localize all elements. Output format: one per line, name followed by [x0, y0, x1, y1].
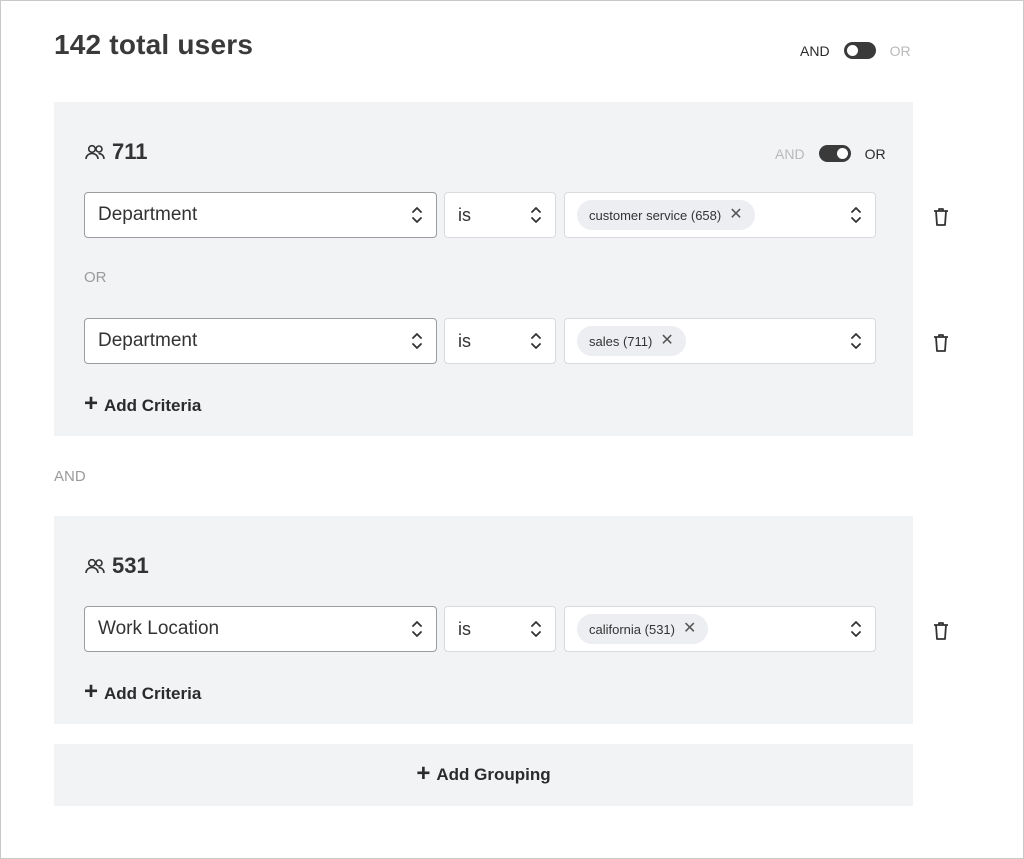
- toggle-and-label: AND: [775, 145, 805, 162]
- chevron-up-down-icon: [531, 207, 541, 223]
- operator-select[interactable]: is: [444, 606, 556, 652]
- field-select-value: Department: [98, 330, 198, 351]
- close-icon[interactable]: ✕: [683, 620, 697, 637]
- and-or-switch[interactable]: [818, 145, 851, 162]
- criteria-group-2: 531 Work Location is california (531) ✕ …: [54, 516, 913, 724]
- group-2-count: 531: [112, 553, 149, 578]
- toggle-or-label: OR: [889, 42, 911, 59]
- group-2-header: 531: [84, 553, 149, 579]
- group-1-header: 711: [84, 139, 148, 165]
- field-select[interactable]: Work Location: [84, 606, 437, 652]
- operator-select-value: is: [458, 330, 471, 351]
- value-multiselect[interactable]: sales (711) ✕: [564, 318, 876, 364]
- plus-icon: +: [84, 390, 99, 417]
- switch-knob: [846, 45, 858, 56]
- group-connector: AND: [54, 468, 86, 485]
- field-select[interactable]: Department: [84, 318, 437, 364]
- criteria-connector: OR: [84, 269, 107, 286]
- value-tag: customer service (658) ✕: [577, 200, 755, 230]
- chevron-up-down-icon: [412, 207, 422, 223]
- field-select[interactable]: Department: [84, 192, 437, 238]
- users-icon: [85, 144, 105, 160]
- plus-icon: +: [84, 678, 99, 705]
- add-criteria-label: Add Criteria: [104, 683, 202, 703]
- chevron-up-down-icon: [851, 333, 861, 349]
- page-title: 142 total users: [54, 29, 254, 60]
- and-or-switch[interactable]: [843, 42, 876, 59]
- plus-icon: +: [416, 759, 431, 787]
- trash-icon[interactable]: [933, 621, 949, 641]
- field-select-value: Work Location: [98, 618, 220, 639]
- close-icon[interactable]: ✕: [729, 206, 743, 223]
- chevron-up-down-icon: [412, 621, 422, 637]
- add-criteria-label: Add Criteria: [104, 395, 202, 415]
- operator-select[interactable]: is: [444, 192, 556, 238]
- value-tag-label: california (531): [589, 621, 675, 637]
- close-icon[interactable]: ✕: [660, 332, 674, 349]
- top-logic-toggle: AND OR: [800, 42, 911, 59]
- value-multiselect[interactable]: california (531) ✕: [564, 606, 876, 652]
- add-grouping-label: Add Grouping: [436, 765, 551, 784]
- users-icon: [85, 558, 105, 574]
- chevron-up-down-icon: [851, 621, 861, 637]
- group-1-count: 711: [112, 139, 148, 164]
- chevron-up-down-icon: [531, 621, 541, 637]
- value-tag: sales (711) ✕: [577, 326, 686, 356]
- switch-knob: [836, 148, 848, 159]
- field-select-value: Department: [98, 204, 198, 225]
- trash-icon[interactable]: [933, 207, 949, 227]
- add-criteria-button[interactable]: + Add Criteria: [84, 390, 202, 417]
- chevron-up-down-icon: [412, 333, 422, 349]
- chevron-up-down-icon: [531, 333, 541, 349]
- toggle-or-label: OR: [864, 145, 886, 162]
- value-multiselect[interactable]: customer service (658) ✕: [564, 192, 876, 238]
- criteria-group-1: 711 AND OR Department is customer servic…: [54, 102, 913, 436]
- value-tag-label: customer service (658): [589, 207, 722, 223]
- operator-select-value: is: [458, 618, 471, 639]
- operator-select-value: is: [458, 204, 471, 225]
- add-grouping-button[interactable]: + Add Grouping: [54, 744, 913, 806]
- value-tag: california (531) ✕: [577, 614, 709, 644]
- add-criteria-button[interactable]: + Add Criteria: [84, 678, 202, 705]
- toggle-and-label: AND: [800, 42, 830, 59]
- group-1-logic-toggle: AND OR: [775, 145, 886, 162]
- trash-icon[interactable]: [933, 333, 949, 353]
- value-tag-label: sales (711): [589, 333, 653, 349]
- chevron-up-down-icon: [851, 207, 861, 223]
- operator-select[interactable]: is: [444, 318, 556, 364]
